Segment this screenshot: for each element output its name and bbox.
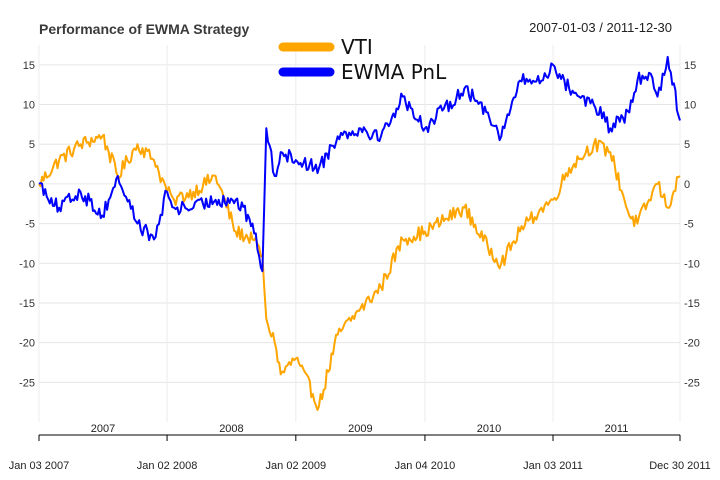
x-tick-label: Dec 30 2011	[649, 460, 711, 472]
x-tick-label: Jan 03 2011	[523, 460, 583, 472]
y-tick-label-left: -25	[19, 377, 35, 389]
y-tick-label-right: 10	[684, 100, 696, 112]
y-tick-label-left: 5	[29, 139, 35, 151]
x-tick-label: Jan 03 2007	[9, 460, 70, 472]
y-tick-label-right: -15	[684, 298, 700, 310]
legend-label: EWMA PnL	[341, 60, 447, 84]
axes: 15 15 10 10 5 5 0 0 -5 -5 -10 -10 -15 -15 -20 -20 -25 -25…	[9, 60, 711, 472]
y-tick-label-right: -20	[684, 338, 700, 350]
series-line-vti	[38, 133, 681, 411]
y-tick-label-left: -10	[19, 258, 35, 270]
series-lines	[38, 55, 681, 411]
chart-title: Performance of EWMA Strategy	[39, 21, 250, 37]
y-tick-label-right: 15	[684, 60, 696, 72]
year-label: 2010	[477, 423, 501, 435]
date-range-label: 2007-01-03 / 2011-12-30	[529, 20, 672, 35]
x-tick-label: Jan 02 2008	[137, 460, 198, 472]
y-tick-label-right: -25	[684, 377, 700, 389]
y-tick-label-right: -5	[684, 219, 694, 231]
y-tick-label-left: -15	[19, 298, 35, 310]
x-tick-label: Jan 04 2010	[395, 460, 456, 472]
x-tick-label: Jan 02 2009	[266, 460, 327, 472]
year-label: 2008	[219, 423, 243, 435]
year-label: 2011	[605, 423, 629, 435]
series-line-ewma-pnl	[38, 55, 681, 273]
legend-label: VTI	[341, 35, 373, 59]
y-tick-label-right: -10	[684, 258, 700, 270]
y-tick-label-left: -20	[19, 338, 35, 350]
y-tick-label-left: -5	[25, 219, 35, 231]
y-tick-label-right: 0	[684, 179, 690, 191]
y-tick-label-left: 15	[23, 60, 35, 72]
year-label: 2009	[348, 423, 372, 435]
y-tick-label-right: 5	[684, 139, 690, 151]
y-tick-label-left: 0	[29, 179, 35, 191]
year-label: 2007	[91, 423, 115, 435]
y-tick-label-left: 10	[23, 100, 35, 112]
